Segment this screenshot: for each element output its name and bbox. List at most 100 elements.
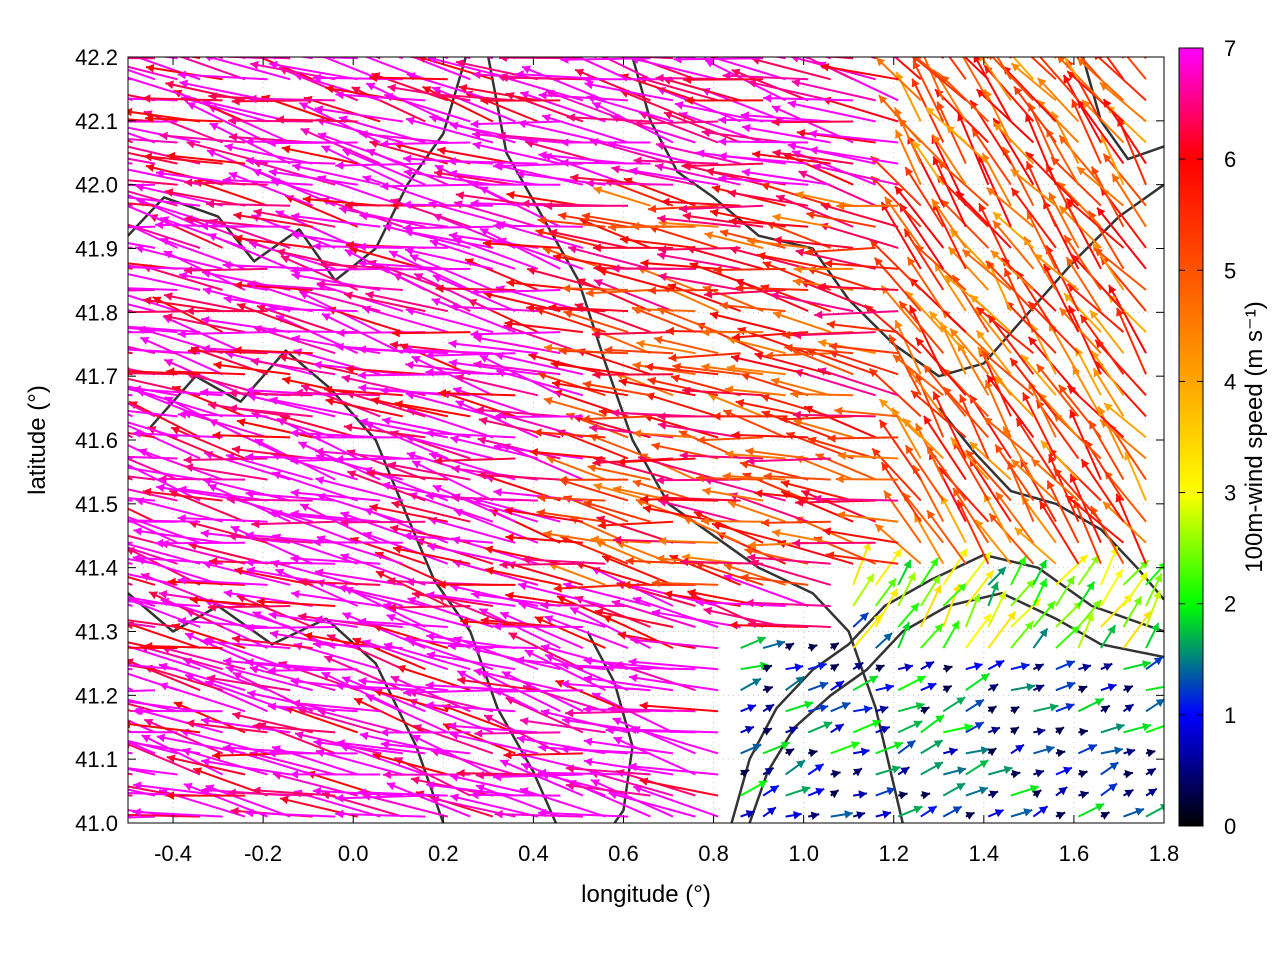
wind-arrow-head: [300, 503, 310, 512]
wind-arrow-shaft: [470, 331, 561, 336]
wind-arrow: [745, 598, 831, 608]
wind-arrow: [826, 320, 899, 334]
wind-arrow: [944, 274, 989, 312]
wind-arrow-head: [1038, 806, 1048, 815]
wind-arrow-shaft: [252, 789, 336, 797]
wind-arrow-shaft: [470, 120, 561, 126]
wind-arrow-head: [664, 590, 673, 599]
wind-arrow: [987, 790, 999, 799]
wind-arrow-shaft: [132, 810, 223, 818]
wind-arrow: [794, 368, 876, 397]
wind-arrow-head: [133, 781, 142, 790]
wind-arrow: [128, 664, 156, 671]
wind-arrow-shaft: [201, 759, 291, 776]
wind-arrow-head: [74, 418, 83, 426]
wind-arrow: [830, 680, 845, 692]
wind-arrow-head: [116, 594, 125, 602]
wind-arrow-head: [1123, 685, 1133, 694]
wind-arrow: [596, 515, 674, 544]
wind-arrow-head: [544, 615, 554, 624]
wind-arrow-head: [1047, 480, 1055, 490]
wind-arrow-head: [1003, 765, 1013, 775]
wind-arrow: [593, 186, 651, 207]
wind-arrow-shaft: [315, 477, 404, 502]
wind-arrow: [852, 675, 879, 692]
wind-arrow-head: [516, 656, 525, 665]
wind-arrow-shaft: [628, 765, 719, 776]
wind-arrow: [391, 500, 471, 523]
wind-arrow: [369, 503, 448, 523]
wind-arrow-head: [437, 146, 446, 156]
wind-arrow: [317, 708, 404, 734]
wind-arrow-head: [403, 531, 412, 541]
wind-arrow-shaft: [325, 398, 404, 418]
wind-arrow-head: [612, 717, 622, 726]
wind-arrow-head: [740, 573, 749, 582]
wind-arrow: [965, 570, 995, 607]
wind-arrow-head: [613, 535, 622, 545]
wind-arrow-head: [143, 152, 152, 162]
wind-arrow-shaft: [662, 77, 741, 102]
wind-arrow: [227, 788, 313, 798]
wind-arrow-shaft: [505, 535, 583, 544]
wind-arrow-shaft: [387, 605, 471, 609]
wind-arrow: [1010, 620, 1035, 649]
wind-arrow: [790, 389, 854, 399]
wind-arrow: [965, 759, 989, 776]
wind-arrow-shaft: [228, 534, 313, 544]
wind-arrow-head: [387, 83, 396, 93]
wind-arrow-shaft: [160, 541, 246, 565]
wind-arrow: [897, 675, 927, 692]
wind-arrow-head: [763, 664, 772, 673]
wind-arrow: [128, 698, 178, 713]
wind-arrow-head: [189, 595, 199, 605]
wind-arrow-head: [694, 511, 703, 520]
wind-arrow-head: [234, 566, 243, 576]
wind-arrow-head: [747, 619, 756, 629]
wind-arrow-head: [1020, 662, 1030, 671]
wind-arrow-head: [132, 385, 141, 394]
wind-arrow-head: [411, 776, 420, 785]
wind-arrow-head: [788, 726, 798, 735]
wind-arrow-shaft: [1073, 499, 1102, 565]
wind-arrow: [228, 532, 313, 544]
wind-arrow-head: [1135, 807, 1144, 816]
wind-arrow: [952, 487, 990, 544]
wind-arrow-head: [1115, 723, 1125, 732]
wind-arrow: [315, 476, 404, 502]
wind-arrow-head: [502, 671, 511, 680]
wind-arrow-shaft: [357, 620, 448, 628]
wind-arrow-shaft: [273, 510, 359, 544]
wind-arrow-head: [200, 529, 209, 538]
wind-arrow-shaft: [128, 162, 133, 165]
wind-arrow-shaft: [1058, 134, 1102, 186]
wind-arrow-head: [906, 740, 916, 749]
wind-arrow-shaft: [268, 613, 358, 628]
wind-arrow-head: [989, 790, 999, 799]
wind-arrow: [166, 754, 246, 776]
wind-arrow-shaft: [128, 729, 133, 734]
wind-arrow-head: [252, 611, 262, 620]
wind-arrow: [544, 201, 629, 211]
wind-arrow-head: [980, 746, 990, 755]
wind-arrow: [875, 725, 891, 734]
wind-arrow-head: [92, 282, 101, 290]
wind-arrow: [335, 809, 426, 819]
wind-arrow-head: [358, 617, 367, 627]
wind-arrow: [807, 811, 820, 820]
wind-arrow-head: [1014, 527, 1024, 537]
wind-arrow-head: [607, 704, 616, 714]
wind-arrow-head: [617, 631, 627, 640]
wind-arrow: [897, 602, 920, 628]
wind-arrow-head: [290, 677, 299, 686]
wind-arrow-head: [390, 675, 400, 684]
wind-arrow: [987, 581, 999, 607]
wind-arrow-head: [55, 249, 64, 257]
wind-arrow: [807, 704, 829, 713]
wind-arrow-head: [654, 335, 663, 345]
wind-arrow-head: [858, 790, 867, 799]
wind-arrow-head: [710, 208, 719, 217]
wind-arrow-shaft: [166, 756, 246, 776]
wind-arrow-shaft: [470, 289, 561, 294]
wind-arrow-head: [118, 190, 127, 198]
